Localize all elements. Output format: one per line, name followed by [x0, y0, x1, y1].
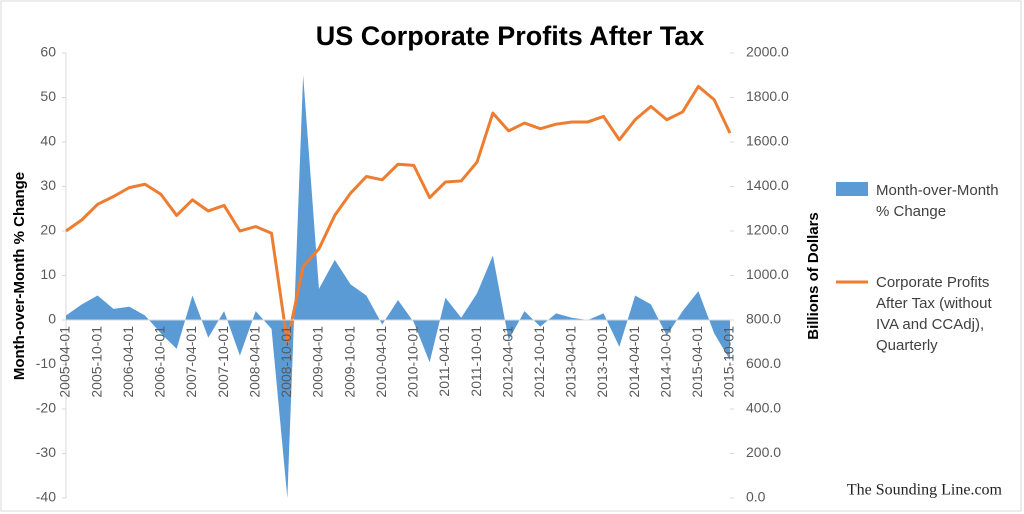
y-tick-label: 60	[40, 44, 56, 60]
y2-tick-label: 1800.0	[746, 88, 789, 104]
y2-tick-label: 1000.0	[746, 266, 789, 282]
x-tick-label: 2007-10-01	[215, 326, 231, 398]
legend-label: Corporate Profits After Tax (without IVA…	[876, 274, 992, 354]
x-tick-label: 2006-04-01	[120, 326, 136, 398]
y-tick-label: 50	[40, 88, 56, 104]
x-tick-label: 2014-04-01	[626, 326, 642, 398]
x-tick-label: 2015-04-01	[689, 326, 705, 398]
y2-tick-label: 600.0	[746, 355, 781, 371]
y2-tick-label: 1600.0	[746, 133, 789, 149]
y-tick-label: -40	[36, 489, 56, 505]
x-tick-label: 2011-04-01	[436, 326, 452, 397]
y-tick-label: -30	[36, 444, 56, 460]
chart-title: US Corporate Profits After Tax	[316, 21, 705, 51]
y2-tick-label: 0.0	[746, 489, 766, 505]
x-tick-label: 2013-04-01	[563, 326, 579, 398]
x-tick-label: 2006-10-01	[152, 326, 168, 398]
x-tick-label: 2009-04-01	[310, 326, 326, 398]
y-tick-label: 10	[40, 266, 56, 282]
x-tick-label: 2012-04-01	[499, 326, 515, 398]
y2-tick-label: 1200.0	[746, 222, 789, 238]
y-tick-label: 20	[40, 222, 56, 238]
x-tick-label: 2008-10-01	[278, 326, 294, 398]
x-tick-label: 2010-10-01	[405, 326, 421, 398]
y-tick-label: -20	[36, 400, 56, 416]
y-tick-label: -10	[36, 355, 56, 371]
line	[65, 84, 732, 344]
watermark: The Sounding Line.com	[847, 482, 1003, 499]
x-tick-label: 2008-04-01	[246, 326, 262, 398]
y2-tick-label: 2000.0	[746, 44, 789, 60]
y2-axis-label: Billions of Dollars	[805, 212, 822, 340]
y2-tick-label: 400.0	[746, 400, 781, 416]
area	[66, 75, 730, 498]
y2-tick-label: 1400.0	[746, 177, 789, 193]
legend-swatch	[836, 182, 868, 196]
y-axis-label: Month-over-Month % Change	[11, 172, 28, 380]
y-tick-label: 40	[40, 133, 56, 149]
x-tick-label: 2009-10-01	[341, 326, 357, 398]
x-tick-label: 2014-10-01	[657, 326, 673, 398]
x-tick-label: 2011-10-01	[468, 326, 484, 397]
x-tick-label: 2007-04-01	[183, 326, 199, 398]
x-tick-label: 2012-10-01	[531, 326, 547, 398]
legend-label: Month-over-Month % Change	[876, 182, 999, 220]
y-tick-label: 30	[40, 177, 56, 193]
y2-tick-label: 800.0	[746, 311, 781, 327]
x-tick-label: 2010-04-01	[373, 326, 389, 398]
y2-tick-label: 200.0	[746, 444, 781, 460]
y-tick-label: 0	[48, 311, 56, 327]
x-tick-label: 2005-04-01	[57, 326, 73, 398]
x-tick-label: 2005-10-01	[88, 326, 104, 398]
x-tick-label: 2015-10-01	[721, 326, 737, 398]
x-tick-label: 2013-10-01	[594, 326, 610, 398]
